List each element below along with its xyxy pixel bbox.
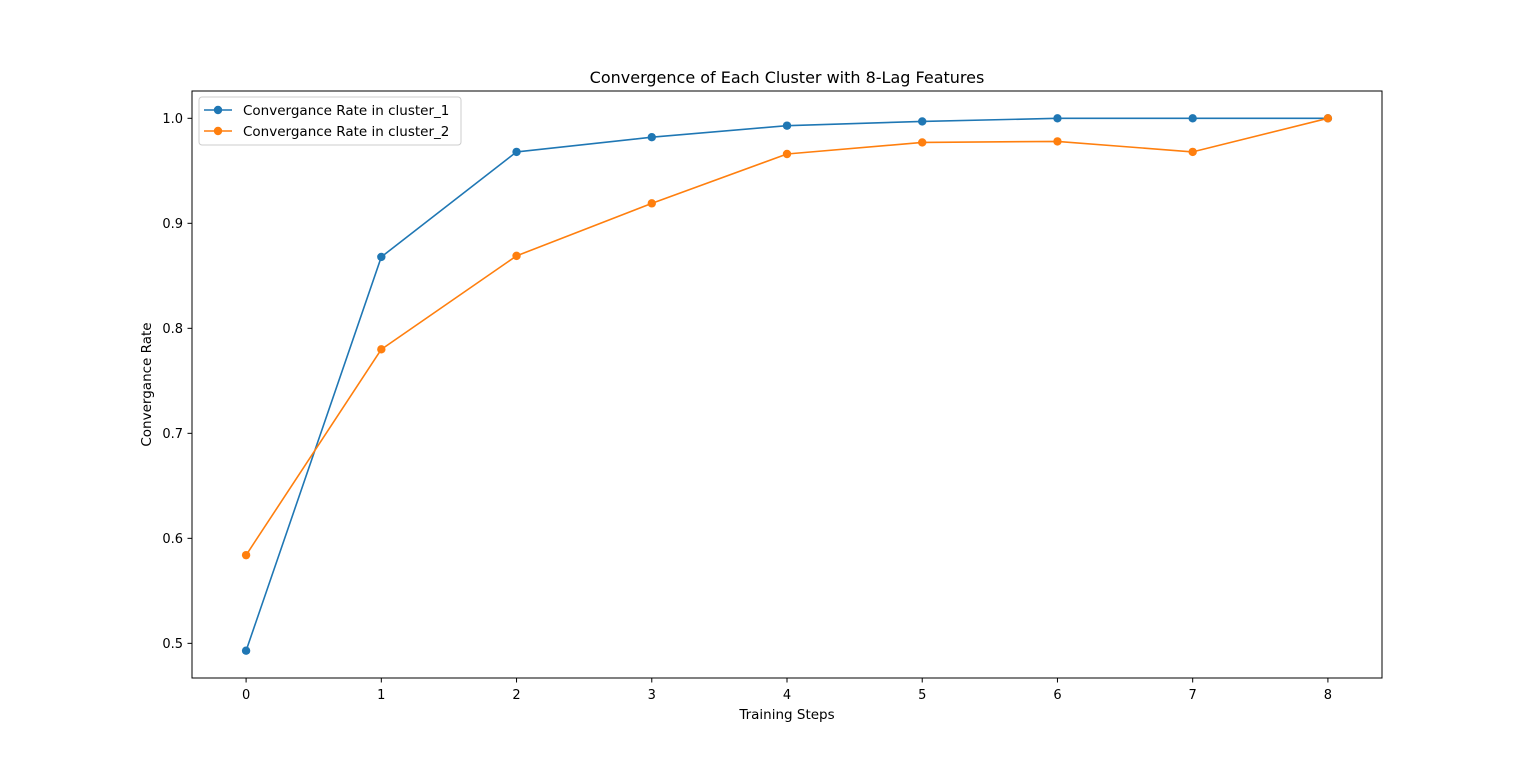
legend-marker-swatch bbox=[213, 126, 223, 136]
data-point bbox=[1053, 137, 1062, 146]
legend: Convergance Rate in cluster_1 Convergance… bbox=[198, 96, 462, 146]
axes-frame bbox=[191, 90, 1383, 679]
data-point bbox=[512, 147, 521, 157]
series-line bbox=[245, 117, 1329, 556]
data-point bbox=[782, 149, 792, 159]
x-tick-label: 2 bbox=[512, 688, 520, 703]
y-tick-label: 0.9 bbox=[162, 217, 183, 232]
plot-area bbox=[241, 114, 1333, 655]
series-cluster-2 bbox=[241, 114, 1333, 560]
x-axis-title: Training Steps bbox=[738, 707, 834, 723]
data-point bbox=[1053, 114, 1062, 123]
y-tick-label: 0.7 bbox=[162, 427, 183, 442]
y-tick-label: 0.8 bbox=[162, 322, 183, 337]
y-tick-label: 0.6 bbox=[162, 532, 183, 547]
y-tick-label: 0.5 bbox=[162, 637, 183, 652]
data-point bbox=[647, 199, 656, 208]
data-point bbox=[1323, 114, 1333, 123]
series-line bbox=[245, 117, 1328, 651]
data-point bbox=[918, 117, 927, 126]
data-point bbox=[1188, 114, 1197, 123]
x-axis: 0 1 2 3 4 5 6 7 8 bbox=[242, 678, 1332, 703]
x-tick-label: 4 bbox=[783, 688, 791, 703]
data-point bbox=[241, 550, 251, 560]
data-point bbox=[782, 121, 792, 130]
data-point bbox=[918, 138, 927, 147]
y-axis-title: Convergance Rate bbox=[139, 322, 155, 446]
data-point bbox=[647, 133, 656, 142]
x-tick-label: 6 bbox=[1053, 688, 1061, 703]
x-tick-label: 3 bbox=[648, 688, 656, 703]
data-point bbox=[377, 345, 386, 354]
data-point bbox=[512, 251, 521, 261]
legend-marker-swatch bbox=[213, 105, 223, 115]
series-cluster-1 bbox=[241, 114, 1333, 655]
x-tick-label: 7 bbox=[1189, 688, 1197, 703]
legend-label: Convergance Rate in cluster_2 bbox=[243, 124, 449, 140]
chart-title: Convergence of Each Cluster with 8-Lag F… bbox=[590, 68, 985, 87]
legend-box bbox=[198, 96, 462, 146]
data-point bbox=[377, 252, 386, 262]
data-point bbox=[1188, 147, 1197, 157]
x-tick-label: 8 bbox=[1324, 688, 1332, 703]
y-axis: 0.5 0.6 0.7 0.8 0.9 1.0 bbox=[162, 112, 192, 652]
x-tick-label: 1 bbox=[377, 688, 385, 703]
legend-label: Convergance Rate in cluster_1 bbox=[243, 103, 449, 119]
x-tick-label: 0 bbox=[242, 688, 250, 703]
y-tick-label: 1.0 bbox=[162, 112, 183, 127]
data-point bbox=[241, 646, 251, 655]
x-tick-label: 5 bbox=[918, 688, 926, 703]
legend-item: Convergance Rate in cluster_1 bbox=[204, 103, 449, 119]
legend-item: Convergance Rate in cluster_2 bbox=[204, 124, 449, 140]
